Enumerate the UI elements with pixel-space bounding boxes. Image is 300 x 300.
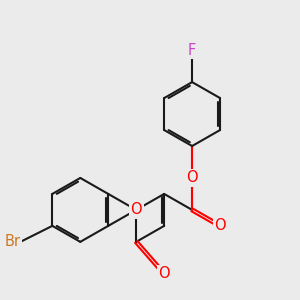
Text: O: O	[158, 266, 170, 281]
Text: O: O	[214, 218, 226, 233]
Text: Br: Br	[4, 234, 20, 249]
Text: O: O	[130, 202, 142, 217]
Text: F: F	[188, 43, 196, 58]
Text: O: O	[186, 170, 198, 185]
